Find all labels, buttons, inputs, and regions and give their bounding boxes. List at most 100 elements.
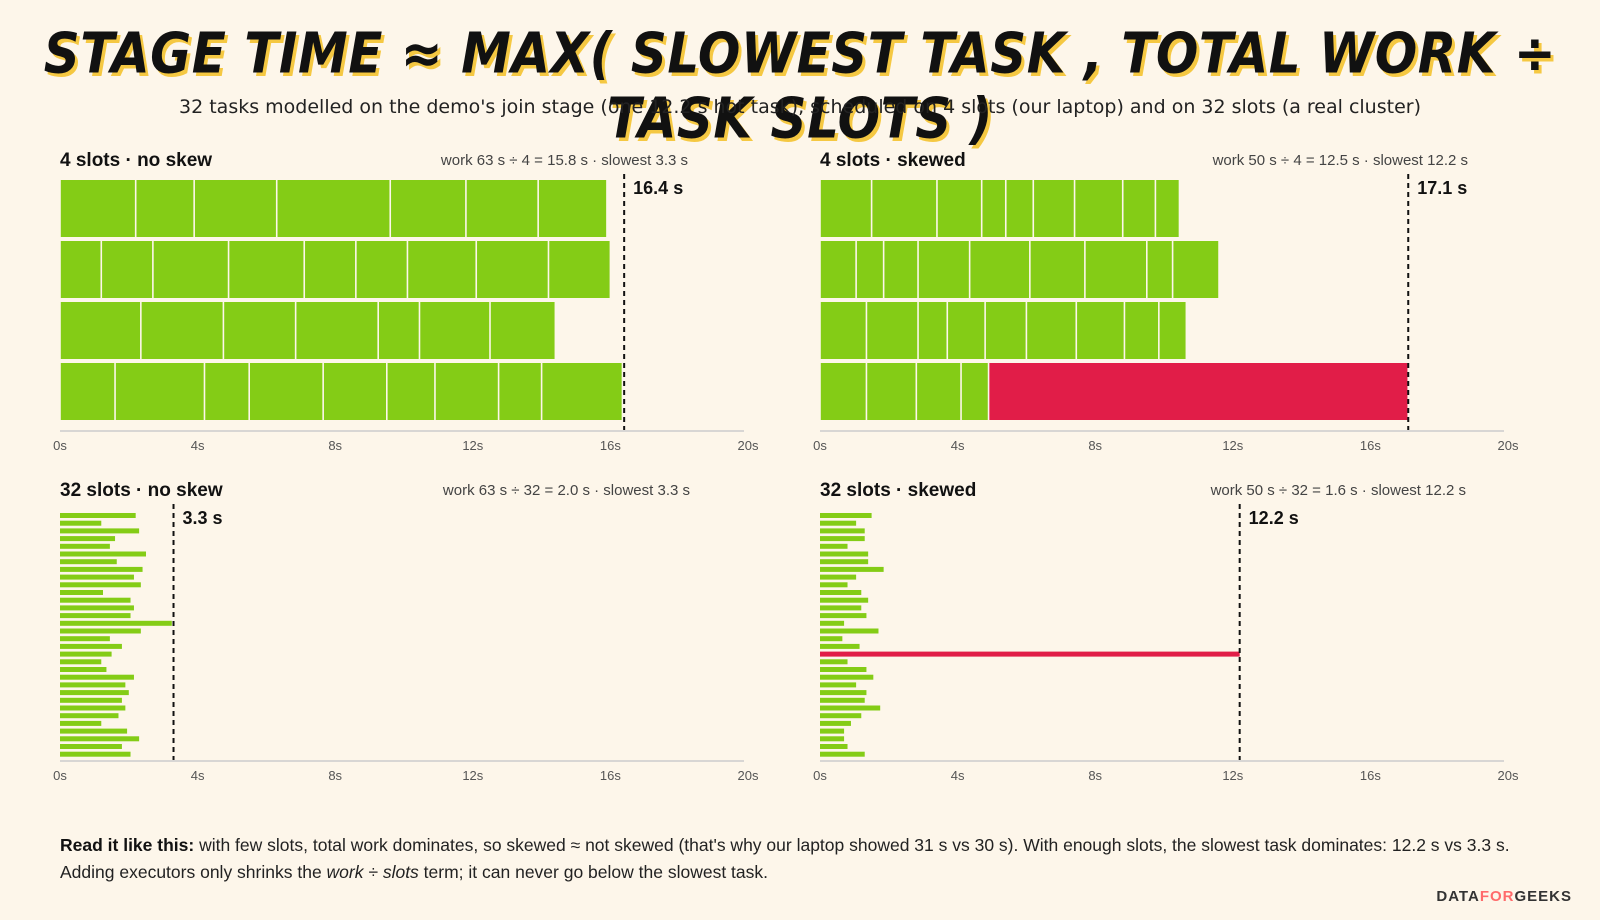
task-bar [961,363,988,420]
task-bar [820,674,874,680]
task-bar [820,705,881,711]
brand-logo: DATAFORGEEKS [1436,888,1572,905]
task-bar [356,241,407,298]
task-bar [60,713,119,719]
brand-part-for: FOR [1479,888,1515,905]
task-bar [820,551,869,557]
task-bar [820,241,856,298]
task-bar [820,720,851,726]
x-tick-label: 20s [738,438,759,453]
chart-panel-32-slots-no-skew: 32 slots · no skew work 63 s ÷ 32 = 2.0 … [53,480,760,790]
brand-part-geeks: GEEKS [1514,888,1572,905]
task-bar [820,636,843,642]
x-tick-label: 4s [951,768,965,783]
task-bar [60,566,143,572]
footer-lead: Read it like this: [60,835,195,855]
task-bar [60,551,146,557]
task-bar [250,363,323,420]
task-bar [918,241,969,298]
panel-stats: work 63 s ÷ 32 = 2.0 s · slowest 3.3 s [442,482,690,499]
task-bar [820,667,867,672]
x-tick-label: 16s [600,768,621,783]
task-bar [277,180,390,237]
x-tick-label: 4s [951,438,965,453]
panel-title: 32 slots · skewed [820,480,977,501]
panel-title: 32 slots · no skew [60,480,223,501]
page-subtitle: 32 tasks modelled on the demo's join sta… [179,96,1421,118]
task-bar [820,566,884,572]
task-bar [1173,241,1219,298]
task-bar [102,241,153,298]
task-bar [820,697,865,703]
x-tick-label: 12s [1222,768,1243,783]
task-bar [490,302,555,359]
x-tick-label: 20s [738,768,759,783]
task-bar [60,241,101,298]
task-bar [937,180,981,237]
task-bar [1125,302,1159,359]
task-bar [820,728,845,734]
x-tick-label: 20s [1498,768,1519,783]
task-bar [60,728,128,734]
task-bar [856,241,883,298]
task-bar [60,536,116,542]
task-bar [970,241,1030,298]
task-bar [296,302,378,359]
task-bar [982,180,1005,237]
task-bar [917,363,961,420]
task-bar [60,682,126,688]
stage-time-label: 3.3 s [183,508,223,528]
task-bar [1123,180,1155,237]
chart-panel-4-slots-skewed: 4 slots · skewed work 50 s ÷ 4 = 12.5 s … [813,150,1520,460]
x-tick-label: 8s [1088,438,1102,453]
footer-text-1: with few slots, total work dominates, so… [60,835,1510,882]
x-tick-label: 8s [328,768,342,783]
panel-stats: work 50 s ÷ 4 = 12.5 s · slowest 12.2 s [1212,152,1468,169]
task-bar [60,659,102,665]
page-title: STAGE TIME ≈ MAX( SLOWEST TASK , TOTAL W… [43,21,1557,151]
task-bar [60,628,141,634]
task-bar [872,180,937,237]
task-bar [820,520,857,526]
chart-panel-32-slots-skewed: 32 slots · skewed work 50 s ÷ 32 = 1.6 s… [813,480,1520,790]
x-tick-label: 12s [462,768,483,783]
task-bar [820,751,865,757]
footer-emphasis: work ÷ slots [326,862,419,882]
task-bar [323,363,386,420]
task-bar [820,180,871,237]
task-bar [466,180,538,237]
stage-time-label: 17.1 s [1417,178,1467,198]
task-bar [60,597,131,603]
x-tick-label: 12s [462,438,483,453]
chart-svg: 0s 4s 8s 12s 16s 20s 17.1 s [813,174,1519,453]
task-bar [224,302,295,359]
task-bar [194,180,276,237]
stage-time-label: 16.4 s [633,178,683,198]
task-bar [1034,180,1074,237]
task-bar [60,744,122,749]
task-bar [1030,241,1085,298]
task-bar [820,736,845,742]
task-bar [60,651,112,657]
brand-part-data: DATA [1436,888,1480,905]
task-bar [820,302,866,359]
task-bar [820,643,860,649]
task-bar [477,241,548,298]
task-bar [820,513,872,518]
task-bar [867,363,916,420]
chart-svg: 0s 4s 8s 12s 16s 20s 16.4 s [53,174,759,453]
task-bar [820,559,869,565]
task-bar [1156,180,1179,237]
task-bar [499,363,541,420]
task-bar [60,180,135,237]
x-tick-label: 0s [53,768,67,783]
task-bar [141,302,223,359]
task-bar [820,659,848,665]
x-tick-label: 0s [53,438,67,453]
chart-svg: 0s 4s 8s 12s 16s 20s 12.2 s [813,504,1519,783]
task-bar [387,363,435,420]
task-bar [205,363,249,420]
task-bar [820,597,869,603]
task-bar [884,241,918,298]
x-tick-label: 20s [1498,438,1519,453]
